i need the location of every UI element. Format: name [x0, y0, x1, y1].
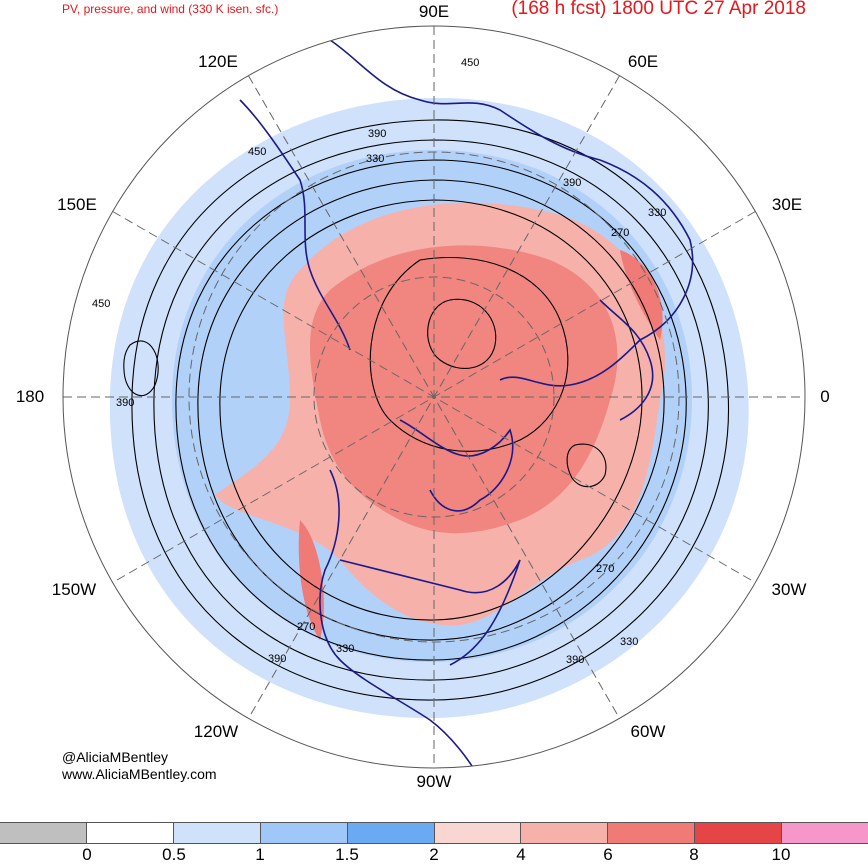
colorbar-swatch	[172, 823, 260, 843]
credit-handle: @AliciaMBentley	[62, 749, 169, 765]
contour-label: 450	[248, 146, 266, 158]
colorbar-tick: 2	[429, 845, 439, 864]
pv-red-tongue	[298, 520, 324, 640]
contour-label: 450	[92, 298, 110, 310]
colorbar-swatch	[85, 823, 173, 843]
lon-label-120w: 120W	[193, 722, 239, 741]
colorbar-tick: 1	[255, 845, 265, 864]
credit-website: www.AliciaMBentley.com	[62, 766, 217, 782]
coastlines	[239, 39, 694, 768]
contour-label: 390	[368, 128, 386, 140]
colorbar-swatch	[346, 823, 434, 843]
lon-label-60w: 60W	[630, 722, 666, 741]
pv-red-east	[620, 250, 663, 340]
contour-label: 270	[611, 227, 629, 239]
graticule	[63, 26, 805, 768]
colorbar-swatch	[259, 823, 347, 843]
contour-label: 390	[563, 177, 581, 189]
colorbar-tick: 0	[82, 845, 92, 864]
contour-label-group: 450 390 450 330 390 330 270 450 390 270 …	[92, 57, 666, 666]
colorbar-swatch	[607, 823, 695, 843]
colorbar-tick: 4	[516, 845, 526, 864]
lon-label-150e: 150E	[57, 195, 97, 214]
colorbar-swatch	[433, 823, 521, 843]
colorbar-swatch	[694, 823, 782, 843]
lon-label-150w: 150W	[51, 580, 97, 599]
lon-label-30w: 30W	[771, 580, 807, 599]
lon-label-60e: 60E	[627, 52, 659, 71]
lon-label-30e: 30E	[771, 195, 803, 214]
colorbar-swatch	[0, 823, 86, 843]
contour-label: 390	[268, 653, 286, 665]
contour-label: 330	[336, 643, 354, 655]
colorbar-swatch	[520, 823, 608, 843]
colorbar-swatch	[781, 823, 868, 843]
map-border	[62, 25, 806, 769]
contour-label: 450	[461, 57, 479, 69]
contour-label: 330	[620, 636, 638, 648]
lon-label-120e: 120E	[198, 52, 238, 71]
colorbar-tick: 1.5	[335, 845, 359, 864]
colorbar	[0, 822, 868, 844]
colorbar-tick: 10	[771, 845, 791, 864]
map-title-left: PV, pressure, and wind (330 K isen. sfc.…	[62, 2, 279, 16]
pv-red-inner	[310, 245, 618, 534]
contour-label: 330	[648, 207, 666, 219]
lon-label-90e: 90E	[418, 2, 450, 21]
colorbar-tick: 6	[603, 845, 613, 864]
map-title-right: (168 h fcst) 1800 UTC 27 Apr 2018	[511, 0, 806, 19]
contour-label: 270	[297, 621, 315, 633]
lon-label-90w: 90W	[416, 772, 452, 791]
colorbar-tick: 8	[689, 845, 699, 864]
lon-label-180: 180	[15, 387, 45, 406]
contour-label: 390	[116, 397, 134, 409]
contour-label: 330	[366, 153, 384, 165]
lon-label-0: 0	[820, 387, 830, 406]
colorbar-tick: 0.5	[162, 845, 186, 864]
contour-label: 390	[566, 654, 584, 666]
contour-label: 270	[596, 563, 614, 575]
